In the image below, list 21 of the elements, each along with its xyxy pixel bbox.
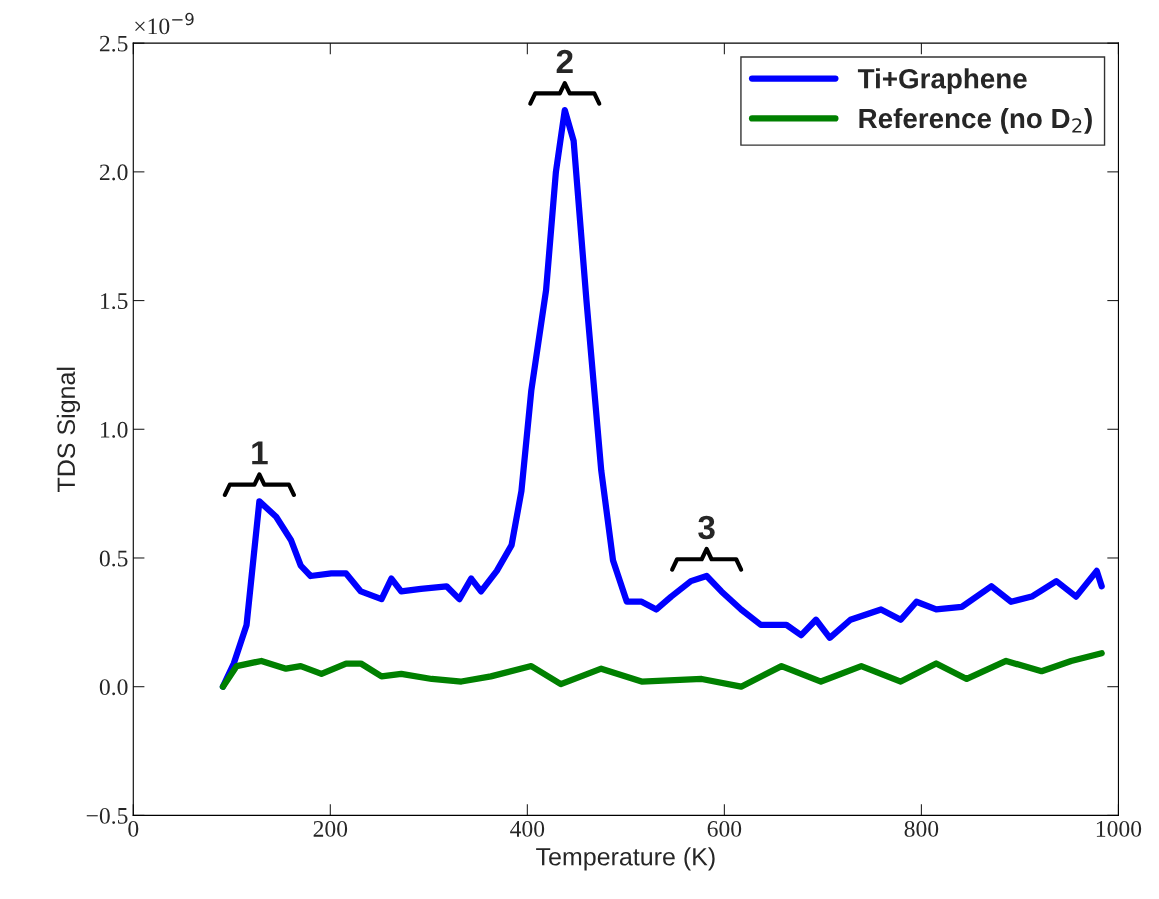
x-tick-label: 200	[313, 820, 348, 837]
x-tick-label: 1000	[1096, 820, 1142, 837]
annotation: 3	[698, 515, 715, 540]
y-tick-label: −0.5	[86, 807, 128, 824]
y-tick-label: 0.0	[99, 679, 128, 696]
legend-label: Ti+Graphene	[857, 68, 1027, 95]
y-tick-label: 0.5	[99, 550, 128, 567]
annotation: 2	[556, 49, 573, 74]
y-tick-label: 1.0	[100, 421, 128, 438]
y-tick-label: 2.5	[99, 35, 128, 52]
x-axis-title: Temperature (K)	[536, 847, 715, 871]
x-tick-label: 600	[707, 820, 742, 837]
x-tick-label: 0	[128, 820, 139, 837]
x-tick-label: 400	[510, 820, 545, 837]
annotation: 1	[252, 441, 268, 465]
y-tick-label: 1.5	[100, 293, 128, 310]
y-axis-title: TDS Signal	[56, 367, 81, 492]
legend-label: Reference (no D$_{2}$)	[859, 107, 1092, 134]
x-tick-label: 800	[904, 820, 939, 837]
text: ×10$^{−9}$	[135, 12, 194, 35]
y-tick-label: 2.0	[99, 164, 128, 181]
